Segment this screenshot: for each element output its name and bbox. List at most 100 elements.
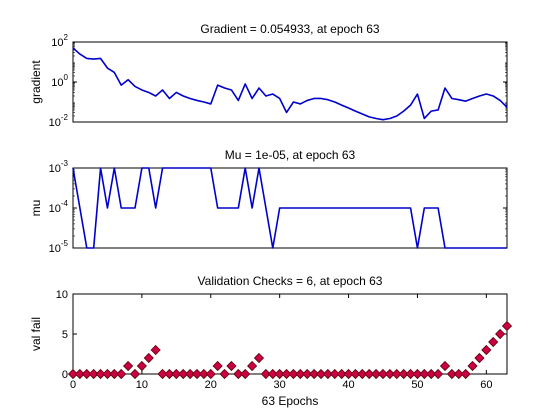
validation-data-point	[460, 368, 471, 380]
validation-data-point	[205, 368, 216, 380]
validation-data-point	[315, 368, 327, 380]
validation-xtick-label: 30	[274, 379, 286, 391]
validation-data-point	[185, 368, 196, 380]
validation-data-point	[143, 352, 154, 364]
validation-data-point	[474, 352, 485, 364]
validation-data-point	[88, 368, 99, 380]
validation-data-point	[357, 368, 368, 380]
validation-ytick-label: 0	[62, 369, 68, 381]
validation-data-point	[157, 368, 168, 380]
tick-exponent: 2	[64, 33, 69, 42]
validation-data-point	[102, 368, 113, 380]
validation-data-point	[329, 368, 340, 380]
validation-data-point	[288, 368, 299, 380]
validation-data-point	[274, 368, 285, 380]
tick-base: 10	[49, 203, 61, 215]
tick-exponent: -4	[61, 199, 69, 208]
tick-base: 10	[49, 117, 61, 129]
validation-data-point	[433, 368, 444, 380]
gradient-axes-box	[72, 41, 508, 123]
validation-data-point	[405, 368, 416, 380]
validation-data-point	[116, 368, 127, 380]
gradient-ytick-label: 10-2	[49, 113, 69, 129]
validation-data-point	[164, 368, 175, 380]
validation-data-point	[336, 368, 347, 380]
validation-data-point	[191, 368, 203, 380]
tick-base: 10	[49, 243, 61, 255]
validation-data-point	[171, 368, 182, 380]
validation-data-point	[95, 368, 106, 380]
validation-title: Validation Checks = 6, at epoch 63	[198, 274, 383, 288]
validation-xtick-label: 50	[411, 379, 423, 391]
validation-data-point	[384, 368, 395, 380]
validation-data-point	[446, 368, 457, 380]
validation-data-point	[260, 368, 271, 380]
tick-base: 10	[49, 163, 61, 175]
gradient-ylabel: gradient	[29, 60, 43, 104]
validation-ytick-label: 10	[56, 289, 68, 301]
validation-data-point	[350, 368, 361, 380]
validation-xtick-label: 0	[70, 379, 76, 391]
validation-data-point	[398, 368, 409, 380]
validation-data-point	[495, 328, 506, 340]
validation-data-point	[501, 320, 513, 332]
validation-data-point	[481, 344, 492, 356]
mu-ylabel: mu	[29, 200, 43, 217]
gradient-ytick-label: 100	[51, 73, 68, 89]
validation-data-point	[253, 352, 265, 364]
validation-axes-box	[72, 293, 508, 375]
validation-data-point	[67, 368, 79, 380]
validation-data-point	[453, 368, 464, 380]
validation-data-point	[240, 368, 251, 380]
validation-data-point	[178, 368, 189, 380]
validation-ytick-label: 5	[62, 329, 68, 341]
mu-series-line	[72, 167, 507, 249]
validation-data-point	[136, 360, 147, 372]
validation-data-point	[488, 336, 499, 348]
validation-data-point	[150, 344, 161, 356]
validation-data-point	[364, 368, 375, 380]
validation-data-point	[309, 368, 320, 380]
validation-xtick-label: 60	[480, 379, 492, 391]
gradient-ytick-label: 102	[51, 33, 68, 49]
validation-data-point	[74, 368, 85, 380]
validation-data-point	[295, 368, 306, 380]
validation-data-point	[109, 368, 120, 380]
validation-data-point	[123, 360, 134, 372]
validation-xlabel: 63 Epochs	[262, 394, 319, 408]
tick-exponent: -2	[61, 113, 69, 122]
tick-base: 10	[51, 77, 63, 89]
gradient-panel: Gradient = 0.054933, at epoch 63 gradient…	[29, 22, 508, 129]
tick-exponent: 0	[64, 73, 69, 82]
validation-data-point	[419, 368, 430, 380]
tick-exponent: -5	[61, 239, 69, 248]
mu-ytick-label: 10-3	[49, 159, 69, 175]
validation-data-point	[302, 368, 313, 380]
validation-data-point	[233, 368, 244, 380]
validation-data-point	[267, 368, 278, 380]
tick-exponent: -3	[61, 159, 69, 168]
gradient-series-line	[72, 47, 508, 121]
validation-xtick-label: 20	[205, 379, 217, 391]
validation-data-point	[426, 368, 437, 380]
validation-data-point	[212, 360, 223, 372]
validation-data-point	[219, 368, 230, 380]
validation-data-point	[343, 368, 354, 380]
validation-ylabel: val fail	[29, 317, 43, 351]
validation-xtick-label: 10	[136, 379, 148, 391]
validation-data-point	[439, 360, 451, 372]
tick-base: 10	[51, 37, 63, 49]
validation-data-point	[81, 368, 92, 380]
mu-ytick-label: 10-4	[49, 199, 69, 215]
validation-xtick-label: 40	[342, 379, 354, 391]
validation-panel: Validation Checks = 6, at epoch 63 val fa…	[29, 274, 513, 408]
validation-data-point	[247, 360, 258, 372]
mu-title: Mu = 1e-05, at epoch 63	[225, 148, 356, 162]
validation-data-point	[391, 368, 402, 380]
validation-data-point	[281, 368, 292, 380]
gradient-title: Gradient = 0.054933, at epoch 63	[200, 22, 379, 36]
validation-data-point	[377, 368, 389, 380]
mu-ytick-label: 10-5	[49, 239, 69, 255]
